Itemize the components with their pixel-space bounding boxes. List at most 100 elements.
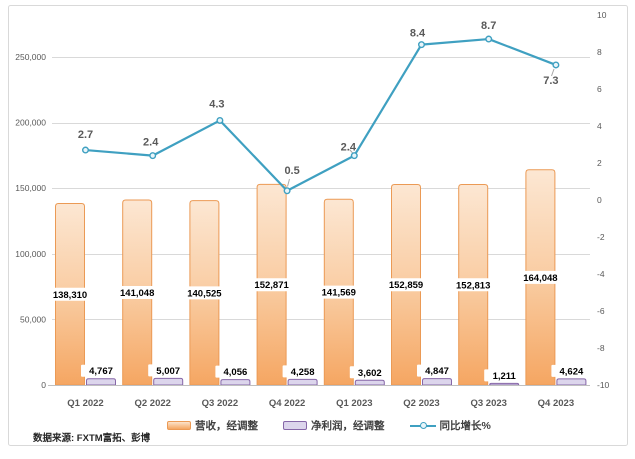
revenue-label: 164,048 [523,273,557,284]
growth-label: 7.3 [543,75,558,87]
growth-label: 8.7 [481,20,496,32]
legend-item-yoy-growth: 同比增长% [409,418,491,433]
line-marker [149,152,157,160]
revenue-swatch-icon [167,421,191,430]
net-profit-label-bg [215,365,256,378]
legend-item-revenue: 营收，经调整 [167,418,258,433]
legend-label-yoy-growth: 同比增长% [439,420,491,432]
net-profit-label-bg [484,369,525,382]
right-axis-tick: -10 [597,380,610,390]
growth-label: 0.5 [284,165,299,177]
line-marker [350,152,358,160]
line-path [84,37,558,192]
revenue-label: 152,813 [456,280,490,291]
net-profit-bar [489,382,520,386]
yoy-growth-line: 2.7 2.4 4.3 0.5 2.4 8.4 8.7 7.3 [78,20,560,195]
chart-frame [8,5,628,446]
growth-label: 2.7 [78,129,93,141]
legend-item-net-profit: 净利润，经调整 [283,418,385,433]
legend: 营收，经调整 净利润，经调整 同比增长% [167,418,491,433]
yoy-line-swatch-icon [409,422,436,429]
source-note: 数据来源: FXTM富拓、彭博 [33,433,151,444]
net-profit-label-bg [81,364,121,377]
net-profit-label-bg [417,364,457,377]
growth-label: 2.4 [143,137,159,149]
net-profit-label: 4,258 [291,367,315,378]
left-axis-tick: 100,000 [15,249,46,259]
left-axis-tick: 250,000 [15,52,46,62]
category-label: Q2 2023 [403,398,439,409]
right-axis-tick: 8 [597,47,602,57]
line-marker [81,146,89,154]
category-label: Q1 2022 [67,398,103,409]
net-profit-label: 4,767 [89,366,113,377]
category-labels: Q1 2022 Q2 2022 Q3 2022 Q4 2022 Q1 2023 Q2 20… [67,398,574,409]
left-axis-labels: 0 50,000 100,000 150,000 200,000 250,000 [15,52,46,390]
left-axis-tick: 50,000 [20,314,46,324]
net-profit-bar [287,378,318,386]
revenue-label: 141,048 [120,288,154,299]
right-axis-tick: -6 [597,306,605,316]
net-profit-swatch-icon [283,421,307,430]
growth-label: 4.3 [209,98,224,110]
net-profit-label: 1,211 [493,371,517,382]
net-profit-label: 4,847 [425,366,449,377]
revenue-label-bg [47,287,93,301]
net-profit-bar [220,379,251,386]
category-label: Q4 2022 [269,398,305,409]
net-profit-label: 4,624 [560,366,584,377]
right-axis-tick: -2 [597,232,605,242]
net-profit-bar [556,378,587,386]
revenue-label: 152,859 [389,280,423,291]
right-axis-tick: 4 [597,121,602,131]
net-profit-bar [86,378,116,386]
label-leader-line [287,178,290,187]
legend-label-revenue: 营收，经调整 [195,420,258,432]
net-profit-bar [153,377,184,386]
net-profit-label: 4,056 [224,367,248,378]
net-profit-label: 5,007 [156,366,180,377]
revenue-label: 141,569 [322,288,356,299]
right-axis-tick: -4 [597,269,605,279]
revenue-label-bg [248,278,295,292]
revenue-label-bg [181,286,228,300]
revenue-label-bg [517,270,564,284]
category-label: Q3 2022 [202,398,238,409]
net-profit-label-bg [349,366,390,379]
revenue-label-bg [450,278,497,292]
category-label: Q2 2022 [134,398,170,409]
revenue-label: 152,871 [254,280,289,291]
net-profit-label: 3,602 [358,368,382,379]
right-axis-tick: -8 [597,343,605,353]
category-label: Q1 2023 [336,398,372,409]
right-axis-tick: 0 [597,195,602,205]
net-profit-label-bg [551,364,592,377]
growth-label: 2.4 [341,142,357,154]
legend-label-net-profit: 净利润，经调整 [311,420,385,432]
label-leader-line [349,149,354,154]
revenue-label-bg [315,285,362,299]
bar-data-labels: 138,310 141,048 140,525 152,871 141,569 152,8… [47,270,592,382]
revenue-label: 140,525 [187,288,222,299]
revenue-bars [55,169,556,386]
net-profit-label-bg [282,365,323,378]
revenue-label-bg [383,278,429,292]
right-axis-tick: 10 [597,10,607,20]
left-axis-tick: 150,000 [15,183,46,193]
right-axis-labels: -10 -8 -6 -4 -2 0 2 4 6 8 10 [597,10,610,390]
left-axis-tick: 200,000 [15,118,46,128]
line-marker [485,35,493,43]
growth-label: 8.4 [410,28,426,40]
net-profit-bars [86,377,587,386]
right-axis-tick: 6 [597,84,602,94]
net-profit-bar [422,378,452,386]
line-marker [418,41,426,49]
net-profit-bar [354,379,385,386]
category-label: Q4 2023 [538,398,574,409]
line-marker [216,116,224,124]
left-axis-tick: 0 [41,380,46,390]
label-leader-line [551,68,555,77]
net-profit-label-bg [148,364,189,377]
